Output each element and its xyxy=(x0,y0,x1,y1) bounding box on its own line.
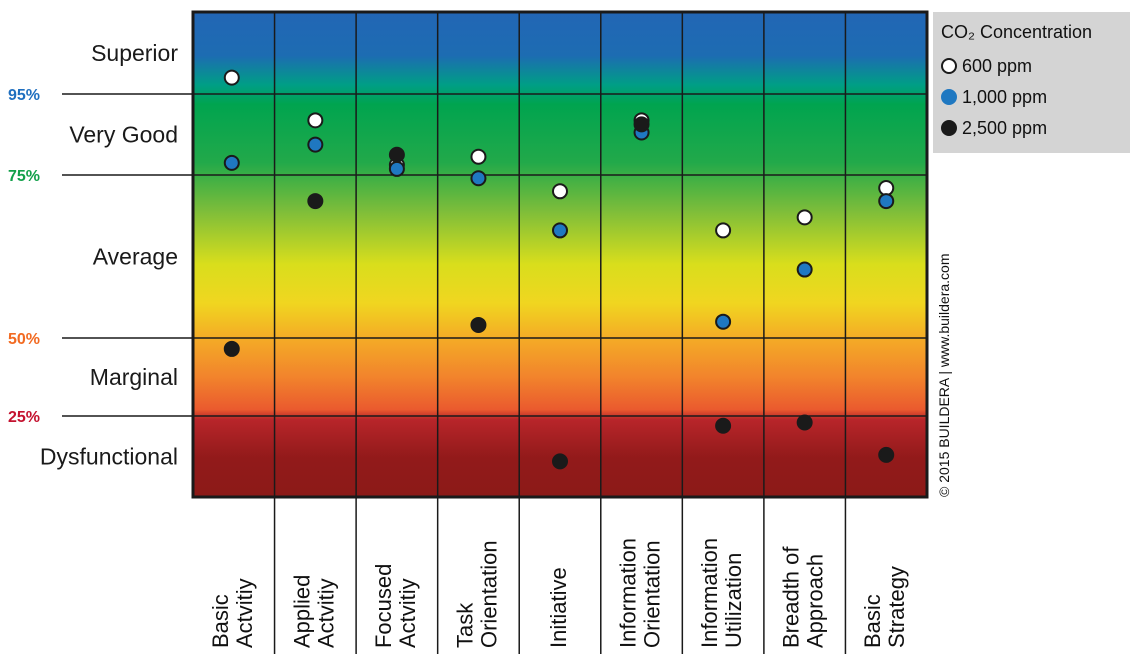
data-point xyxy=(878,446,895,463)
data-point xyxy=(552,453,568,470)
category-label: Actvitiy xyxy=(313,578,338,648)
data-point xyxy=(388,160,405,177)
category-label: Applied xyxy=(289,575,314,648)
category-label: Initiative xyxy=(546,567,571,648)
threshold-label: 50% xyxy=(8,331,40,348)
data-point xyxy=(715,222,732,239)
data-point xyxy=(796,414,813,431)
legend-swatch xyxy=(941,89,957,105)
data-point xyxy=(388,146,405,163)
threshold-label: 75% xyxy=(8,168,40,185)
data-point xyxy=(470,316,487,333)
rating-zone-label: Dysfunctional xyxy=(40,444,178,470)
rating-zone-label: Superior xyxy=(91,40,178,66)
legend-swatch xyxy=(941,58,957,74)
plot-background xyxy=(193,12,927,497)
data-point xyxy=(223,154,240,171)
data-point xyxy=(715,417,732,434)
legend-entry: 2,500 ppm xyxy=(962,118,1047,138)
category-label: Orientation xyxy=(476,540,501,648)
threshold-label: 95% xyxy=(8,87,40,104)
data-point xyxy=(470,148,487,165)
data-point xyxy=(552,183,568,200)
category-label: Utilization xyxy=(721,553,746,648)
legend-box xyxy=(933,12,1130,153)
data-point xyxy=(307,136,324,153)
category-label: Strategy xyxy=(884,566,909,648)
data-point xyxy=(878,193,895,210)
rating-zone-label: Marginal xyxy=(90,364,178,390)
category-label: Information xyxy=(697,538,722,648)
category-label: Focused xyxy=(371,564,396,648)
category-label: Actvitiy xyxy=(395,578,420,648)
legend-entry: 600 ppm xyxy=(962,56,1032,76)
data-point xyxy=(715,313,732,330)
data-point xyxy=(552,222,568,239)
legend-swatch xyxy=(941,120,957,136)
data-point xyxy=(223,340,240,357)
legend-entry: 1,000 ppm xyxy=(962,87,1047,107)
plot-frame xyxy=(191,10,929,499)
data-point xyxy=(878,180,895,197)
data-point xyxy=(796,261,813,278)
legend-title: CO₂ Concentration xyxy=(941,22,1092,42)
category-label: Basic xyxy=(208,594,233,648)
data-point xyxy=(223,69,240,86)
category-label: Information xyxy=(616,538,641,648)
threshold-label: 25% xyxy=(8,409,40,426)
data-point xyxy=(796,209,813,226)
category-label: Orientation xyxy=(640,540,665,648)
data-point xyxy=(470,170,487,187)
copyright-text: © 2015 BUILDERA | www.buildera.com xyxy=(936,253,952,497)
category-label: Approach xyxy=(803,554,828,648)
category-label: Task xyxy=(452,602,477,648)
data-point xyxy=(633,116,650,133)
category-label: Actvitiy xyxy=(232,578,257,648)
data-point xyxy=(307,112,324,129)
rating-zone-label: Average xyxy=(93,244,178,270)
category-label: Breadth of xyxy=(779,546,804,648)
category-label: Basic xyxy=(860,594,885,648)
data-point xyxy=(307,193,324,210)
rating-zone-label: Very Good xyxy=(69,122,178,148)
